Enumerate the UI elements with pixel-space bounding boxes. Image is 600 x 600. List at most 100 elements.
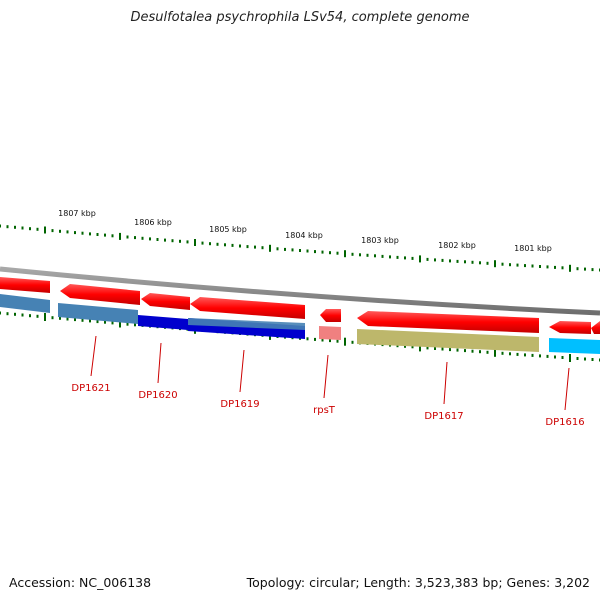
- minor-tick: [321, 338, 324, 342]
- minor-tick: [516, 352, 519, 356]
- major-tick: [494, 260, 496, 268]
- minor-tick: [464, 349, 466, 353]
- minor-tick: [74, 318, 76, 322]
- minor-tick: [216, 242, 219, 246]
- minor-tick: [411, 345, 414, 349]
- minor-tick: [59, 316, 61, 320]
- minor-tick: [14, 225, 16, 229]
- minor-tick: [0, 311, 1, 315]
- reverse-gene-bar: [549, 338, 600, 354]
- forward-gene-arrow: [141, 293, 190, 310]
- minor-tick: [434, 258, 436, 262]
- forward-gene-arrow: [190, 297, 305, 319]
- reverse-gene-bar: [319, 326, 341, 340]
- minor-tick: [366, 253, 369, 257]
- minor-tick: [314, 337, 316, 341]
- minor-tick: [531, 264, 534, 268]
- reverse-strand-genes: [0, 294, 600, 354]
- minor-tick: [36, 314, 39, 318]
- minor-tick: [231, 243, 234, 247]
- reverse-gene-bar: [0, 294, 50, 313]
- minor-tick: [224, 243, 226, 247]
- minor-tick: [441, 258, 444, 262]
- genome-backbone: [0, 265, 600, 319]
- minor-tick: [186, 240, 189, 244]
- minor-tick: [261, 246, 264, 250]
- forward-gene-arrow: [357, 311, 539, 333]
- forward-gene-arrow: [0, 277, 50, 293]
- gene-label: DP1621: [71, 383, 110, 394]
- minor-tick: [239, 244, 241, 248]
- minor-tick: [351, 252, 354, 256]
- major-tick: [44, 226, 46, 234]
- minor-tick: [21, 313, 24, 317]
- minor-tick: [164, 238, 166, 242]
- minor-tick: [561, 266, 564, 270]
- gene-label: DP1617: [424, 411, 463, 422]
- accession-text: Accession: NC_006138: [9, 575, 152, 590]
- minor-tick: [426, 346, 429, 350]
- minor-tick: [509, 352, 511, 356]
- minor-tick: [6, 225, 9, 229]
- minor-tick: [396, 255, 399, 259]
- minor-tick: [404, 256, 406, 260]
- minor-tick: [126, 235, 129, 239]
- major-tick: [269, 244, 271, 252]
- scale-label: 1807 kbp: [58, 209, 96, 218]
- gene-label: DP1619: [220, 399, 259, 410]
- minor-tick: [524, 353, 526, 357]
- reverse-gene-bar: [58, 303, 138, 324]
- minor-tick: [591, 268, 594, 272]
- minor-tick: [479, 261, 481, 265]
- minor-tick: [59, 229, 61, 233]
- major-tick: [419, 255, 421, 263]
- forward-gene-arrow: [60, 284, 140, 305]
- gene-label: rpsT: [313, 405, 336, 416]
- reverse-gene-bar: [138, 315, 188, 330]
- scale-labels: 1807 kbp 1806 kbp 1805 kbp 1804 kbp 1803 kbp…: [58, 209, 552, 253]
- minor-tick: [404, 344, 406, 348]
- minor-tick: [509, 263, 511, 267]
- minor-tick: [516, 263, 519, 267]
- minor-tick: [89, 232, 91, 236]
- minor-tick: [134, 323, 136, 327]
- minor-tick: [501, 351, 504, 355]
- minor-tick: [111, 234, 114, 238]
- minor-tick: [434, 347, 436, 350]
- minor-tick: [554, 355, 556, 359]
- minor-tick: [464, 260, 466, 264]
- minor-tick: [179, 239, 181, 243]
- minor-tick: [306, 337, 309, 341]
- minor-tick: [66, 317, 69, 321]
- minor-tick: [36, 227, 39, 231]
- minor-tick: [584, 357, 586, 361]
- minor-tick: [531, 353, 534, 357]
- minor-tick: [126, 322, 129, 326]
- minor-tick: [96, 233, 99, 236]
- minor-tick: [21, 226, 24, 230]
- minor-tick: [81, 318, 84, 322]
- minor-tick: [591, 358, 594, 361]
- forward-gene-arrow: [320, 309, 341, 322]
- minor-tick: [426, 257, 429, 261]
- forward-gene-arrow: [591, 321, 600, 334]
- minor-tick: [89, 319, 91, 323]
- minor-tick: [29, 314, 31, 318]
- minor-tick: [576, 357, 579, 360]
- minor-tick: [104, 320, 106, 324]
- gene-labels: DP1621 DP1620 DP1619 rpsT DP1617 DP1616: [71, 335, 585, 428]
- minor-tick: [111, 321, 114, 325]
- minor-tick: [51, 316, 54, 320]
- minor-tick: [471, 260, 474, 264]
- minor-tick: [374, 254, 376, 258]
- minor-tick: [314, 250, 316, 254]
- major-tick: [569, 264, 571, 272]
- minor-tick: [29, 227, 31, 231]
- forward-strand-genes: [0, 277, 600, 334]
- minor-tick: [479, 350, 481, 354]
- minor-tick: [501, 262, 504, 266]
- minor-tick: [254, 245, 256, 249]
- minor-tick: [441, 347, 444, 351]
- minor-tick: [456, 348, 459, 352]
